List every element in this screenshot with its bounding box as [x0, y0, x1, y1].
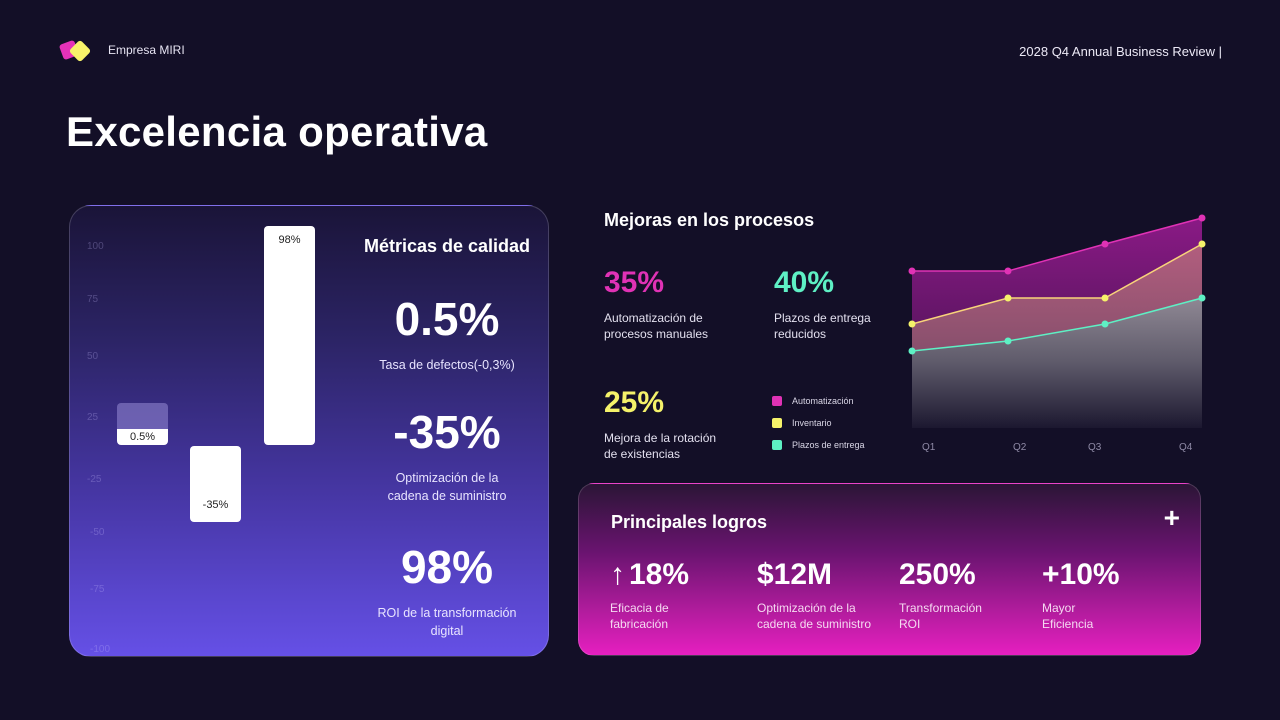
legend-label: Automatización	[792, 396, 854, 406]
metric-label: Tasa de defectos(-0,3%)	[379, 358, 515, 372]
y-tick: 50	[87, 351, 99, 362]
legend-item-lead-times: Plazos de entrega	[772, 434, 865, 456]
x-axis-label: Q2	[1013, 442, 1027, 453]
quality-heading: Métricas de calidad	[363, 236, 531, 256]
stat-label-line: Plazos de entrega	[774, 311, 871, 325]
report-title: 2028 Q4 Annual Business Review |	[1019, 44, 1222, 59]
achievements-card: Principales logros + ↑ 18% Eficacia de f…	[578, 483, 1201, 656]
achievement-value: 250%	[899, 558, 976, 591]
legend-label: Inventario	[792, 418, 832, 428]
stat-label-line: reducidos	[774, 327, 827, 341]
company-logo	[58, 39, 98, 66]
stat-label-line: procesos manuales	[604, 327, 709, 341]
stat-label-line: Automatización de	[604, 311, 703, 325]
achievement-label-line: Eficiencia	[1042, 617, 1094, 631]
achievement-label-line: ROI	[899, 617, 921, 631]
metric-label: Optimización de la cadena de suministro	[387, 471, 507, 503]
y-tick: -25	[87, 474, 102, 485]
quality-metrics-card: 100 75 50 25 -25 -50 -75 -100 0.5% -35% …	[69, 205, 549, 657]
achievement-value: +10%	[1042, 558, 1120, 591]
achievement-manufacturing: ↑ 18% Eficacia de fabricación	[610, 560, 689, 632]
bar-defect-rate: 0.5%	[117, 429, 168, 445]
process-area-chart: Q1 Q2 Q3 Q4	[900, 200, 1220, 470]
achievement-efficiency: +10% Mayor Eficiencia	[1042, 560, 1120, 632]
y-tick: 100	[87, 241, 104, 252]
achievement-label-line: Transformación	[899, 601, 982, 615]
achievement-value-text: 18%	[629, 558, 690, 591]
y-tick: -75	[90, 584, 105, 595]
achievement-value: $12M	[757, 558, 833, 591]
achievement-label: Mayor Eficiencia	[1042, 600, 1120, 632]
stat-automation: 35% Automatización de procesos manuales	[604, 268, 708, 342]
stat-inventory: 25% Mejora de la rotación de existencias	[604, 388, 716, 462]
chart-legend: Automatización Inventario Plazos de entr…	[772, 390, 865, 456]
achievement-value: ↑ 18%	[610, 560, 689, 590]
achievement-label: Eficacia de fabricación	[610, 600, 689, 632]
bar-supply-chain: -35%	[190, 446, 241, 522]
brand-name: Empresa MIRI	[108, 43, 185, 57]
legend-swatch-icon	[772, 418, 782, 428]
legend-item-automation: Automatización	[772, 390, 865, 412]
stat-label: Plazos de entrega reducidos	[774, 310, 871, 342]
achievement-label-line: fabricación	[610, 617, 669, 631]
achievement-label-line: Mayor	[1042, 601, 1076, 615]
bar-digital-roi: 98%	[264, 226, 315, 445]
legend-swatch-icon	[772, 396, 782, 406]
page-title: Excelencia operativa	[66, 108, 488, 155]
legend-item-inventory: Inventario	[772, 412, 865, 434]
stat-label-line: Mejora de la rotación	[604, 431, 717, 445]
x-axis-label: Q1	[922, 442, 936, 453]
achievement-label-line: cadena de suministro	[757, 617, 872, 631]
bar-label: 98%	[278, 234, 301, 246]
achievement-supply-chain: $12M Optimización de la cadena de sumini…	[757, 560, 871, 632]
legend-swatch-icon	[772, 440, 782, 450]
metric-value: 0.5%	[394, 293, 500, 345]
stat-label-line: de existencias	[604, 447, 681, 461]
achievement-roi: 250% Transformación ROI	[899, 560, 982, 632]
metric-digital-roi: 98% ROI de la transformación digital	[357, 544, 537, 640]
bar-label: 0.5%	[129, 431, 156, 443]
y-tick: 25	[87, 412, 99, 423]
achievement-label: Transformación ROI	[899, 600, 982, 632]
bar-defect-rate-ghost	[117, 403, 168, 429]
metric-value: -35%	[393, 406, 501, 458]
metric-supply-chain: -35% Optimización de la cadena de sumini…	[357, 409, 537, 505]
legend-label: Plazos de entrega	[792, 440, 865, 450]
y-tick: -100	[90, 644, 111, 655]
metric-defect-rate: 0.5% Tasa de defectos(-0,3%)	[357, 296, 537, 374]
stat-label: Automatización de procesos manuales	[604, 310, 708, 342]
achievement-label-line: Eficacia de	[610, 601, 669, 615]
stat-value: 25%	[604, 386, 665, 419]
metric-value: 98%	[400, 541, 494, 593]
metric-label: ROI de la transformación digital	[377, 606, 517, 638]
achievements-title: Principales logros	[611, 512, 768, 532]
stat-label: Mejora de la rotación de existencias	[604, 430, 716, 462]
y-tick: 75	[87, 294, 99, 305]
x-axis-label: Q3	[1088, 442, 1102, 453]
achievement-label-line: Optimización de la	[757, 601, 856, 615]
bar-label: -35%	[202, 499, 229, 511]
plus-icon[interactable]: +	[1163, 502, 1180, 533]
area-chart-svg	[908, 214, 1206, 428]
stat-value: 40%	[774, 266, 835, 299]
process-title: Mejoras en los procesos	[604, 210, 815, 230]
achievement-label: Optimización de la cadena de suministro	[757, 600, 871, 632]
stat-lead-times: 40% Plazos de entrega reducidos	[774, 268, 871, 342]
x-axis-label: Q4	[1179, 442, 1193, 453]
y-tick: -50	[90, 527, 105, 538]
arrow-up-icon: ↑	[610, 558, 625, 591]
stat-value: 35%	[604, 266, 665, 299]
